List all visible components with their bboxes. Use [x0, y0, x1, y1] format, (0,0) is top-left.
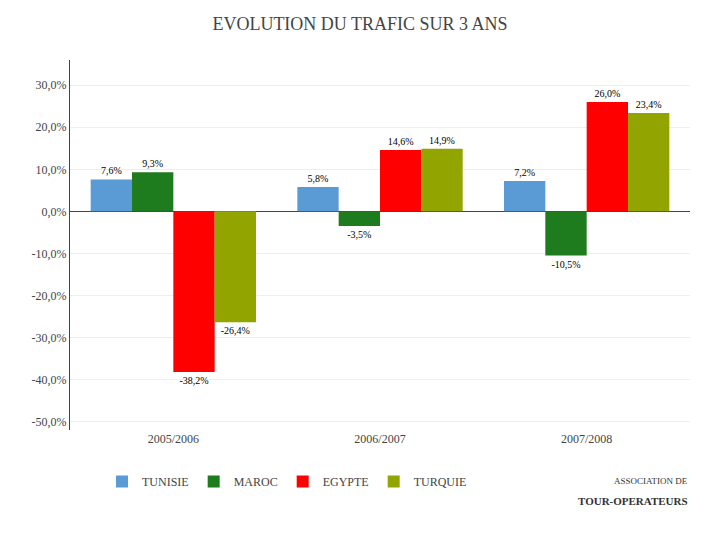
svg-text:TOUR-OPERATEURS: TOUR-OPERATEURS — [578, 495, 688, 507]
svg-text:-10,0%: -10,0% — [32, 247, 67, 261]
svg-text:-10,5%: -10,5% — [551, 259, 580, 270]
svg-text:23,4%: 23,4% — [636, 99, 662, 110]
svg-text:-30,0%: -30,0% — [32, 331, 67, 345]
svg-text:2007/2008: 2007/2008 — [561, 432, 612, 446]
svg-text:ASSOCIATION DE: ASSOCIATION DE — [614, 476, 688, 486]
svg-text:5,8%: 5,8% — [308, 173, 329, 184]
svg-text:MAROC: MAROC — [234, 475, 278, 489]
svg-text:-38,2%: -38,2% — [179, 375, 208, 386]
svg-text:14,6%: 14,6% — [388, 136, 414, 147]
svg-text:EVOLUTION DU TRAFIC SUR 3 ANS: EVOLUTION DU TRAFIC SUR 3 ANS — [212, 14, 507, 34]
svg-text:2006/2007: 2006/2007 — [354, 432, 405, 446]
svg-text:-3,5%: -3,5% — [347, 229, 371, 240]
svg-text:7,2%: 7,2% — [514, 167, 535, 178]
svg-text:TURQUIE: TURQUIE — [414, 475, 467, 489]
svg-text:EGYPTE: EGYPTE — [323, 475, 369, 489]
svg-text:-40,0%: -40,0% — [32, 373, 67, 387]
svg-text:20,0%: 20,0% — [36, 120, 67, 134]
svg-text:2005/2006: 2005/2006 — [148, 432, 199, 446]
svg-text:9,3%: 9,3% — [142, 158, 163, 169]
svg-text:10,0%: 10,0% — [36, 163, 67, 177]
svg-text:-50,0%: -50,0% — [32, 415, 67, 429]
svg-text:-26,4%: -26,4% — [221, 325, 250, 336]
svg-text:30,0%: 30,0% — [36, 78, 67, 92]
svg-text:14,9%: 14,9% — [429, 135, 455, 146]
svg-text:7,6%: 7,6% — [101, 165, 122, 176]
svg-text:0,0%: 0,0% — [42, 205, 67, 219]
svg-text:26,0%: 26,0% — [594, 88, 620, 99]
svg-text:-20,0%: -20,0% — [32, 289, 67, 303]
svg-text:TUNISIE: TUNISIE — [142, 475, 189, 489]
